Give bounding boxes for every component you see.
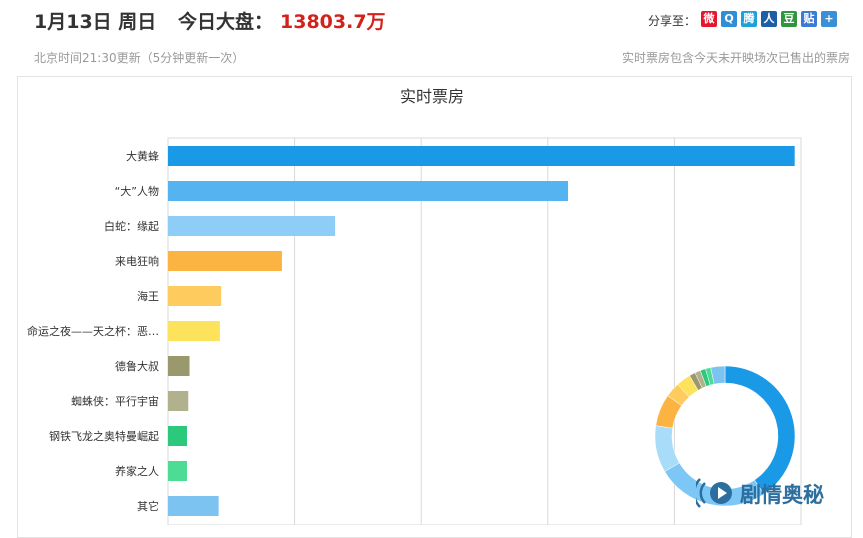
header-date: 1月13日 周日 [34,11,157,33]
category-label: 海王 [137,289,159,303]
share-icons: 微 Q 腾人豆贴 + [701,11,837,27]
watermark-text: 剧情奥秘 [740,483,824,507]
category-label: 大黄蜂 [126,149,159,163]
donut-slice[interactable] [710,365,726,385]
douban-icon[interactable]: 豆 [781,11,797,27]
more-share-icon[interactable]: + [821,11,837,27]
renren-icon[interactable]: 人 [761,11,777,27]
bar[interactable] [168,181,569,201]
category-label: 白蛇：缘起 [104,219,159,233]
total-box-office: 13803.7万 [280,11,386,33]
play-icon [696,478,732,508]
donut-slice[interactable] [654,425,680,472]
category-label: 养家之人 [115,464,159,478]
category-label: “大”人物 [115,184,159,198]
bar[interactable] [168,461,187,481]
category-label: 其它 [137,499,159,513]
bar[interactable] [168,146,795,166]
bar[interactable] [168,251,282,271]
category-label: 德鲁大叔 [115,359,159,373]
bar[interactable] [168,286,222,306]
bar[interactable] [168,356,190,376]
update-note: 北京时间21:30更新（5分钟更新一次） [34,51,245,65]
watermark-logo: 剧情奥秘 [696,473,846,513]
bar[interactable] [168,426,187,446]
tieba-icon[interactable]: 贴 [801,11,817,27]
weibo-icon[interactable]: 微 [701,11,717,27]
share-label: 分享至： [648,14,697,28]
bar[interactable] [168,216,336,236]
bar[interactable] [168,321,220,341]
category-label: 钢铁飞龙之奥特曼崛起 [49,429,159,443]
bar[interactable] [168,496,219,516]
ticket-note: 实时票房包含今天未开映场次已售出的票房 [621,51,850,65]
bar[interactable] [168,391,189,411]
category-label: 命运之夜——天之杯：恶… [27,324,159,338]
chart-title: 实时票房 [400,87,464,106]
total-label: 今日大盘： [178,11,274,33]
category-label: 蜘蛛侠：平行宇宙 [71,394,159,408]
tencent-weibo-icon[interactable]: 腾 [741,11,757,27]
qzone-icon[interactable]: Q [721,11,737,27]
category-label: 来电狂响 [115,255,159,268]
